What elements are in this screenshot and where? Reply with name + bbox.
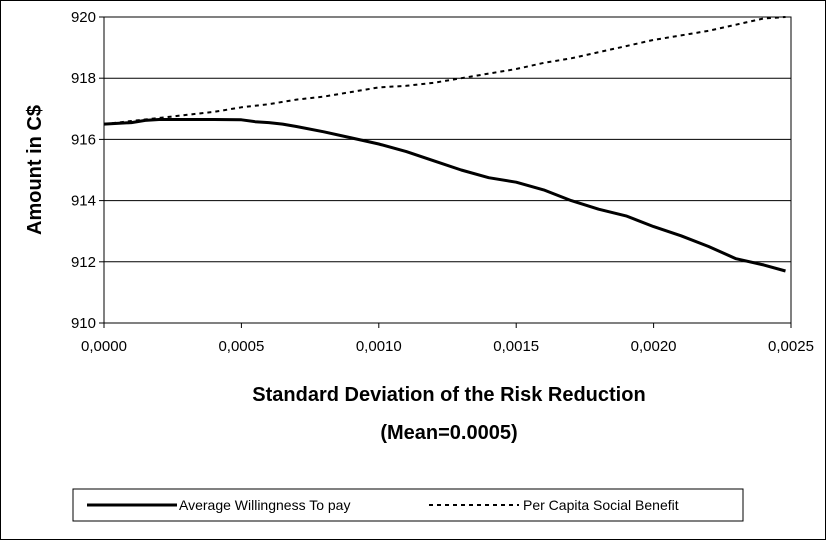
y-axis-label: Amount in C$ (24, 105, 46, 235)
gridlines (104, 77, 791, 263)
legend-item-2: Per Capita Social Benefit (523, 497, 679, 513)
x-tick-label: 0,0020 (631, 338, 677, 355)
y-tick-label: 912 (71, 254, 96, 271)
legend-box (72, 488, 744, 522)
x-tick-label: 0,0010 (356, 338, 402, 355)
x-axis: 0,0000 0,0005 0,0010 0,0015 0,0020 0,0025 (81, 323, 814, 355)
series-lines (103, 16, 786, 273)
y-tick-label: 910 (71, 315, 96, 332)
legend-item-1: Average Willingness To pay (179, 497, 350, 513)
y-tick-label: 920 (71, 9, 96, 26)
x-axis-label: Standard Deviation of the Risk Reduction (252, 384, 645, 406)
y-tick-label: 916 (71, 131, 96, 148)
y-tick-label: 918 (71, 70, 96, 87)
x-axis-label-line2: (Mean=0.0005) (380, 422, 517, 444)
plot-area (103, 16, 792, 324)
x-tick-label: 0,0000 (81, 338, 127, 355)
y-tick-label: 914 (71, 193, 96, 210)
x-tick-label: 0,0015 (493, 338, 539, 355)
legend: Average Willingness To pay Per Capita So… (72, 488, 744, 522)
series-line-willingness (103, 118, 786, 273)
y-axis: 910 912 914 916 918 920 (71, 9, 104, 332)
x-tick-label: 0,0025 (768, 338, 814, 355)
series-line-social-benefit (103, 16, 786, 126)
x-tick-label: 0,0005 (218, 338, 264, 355)
